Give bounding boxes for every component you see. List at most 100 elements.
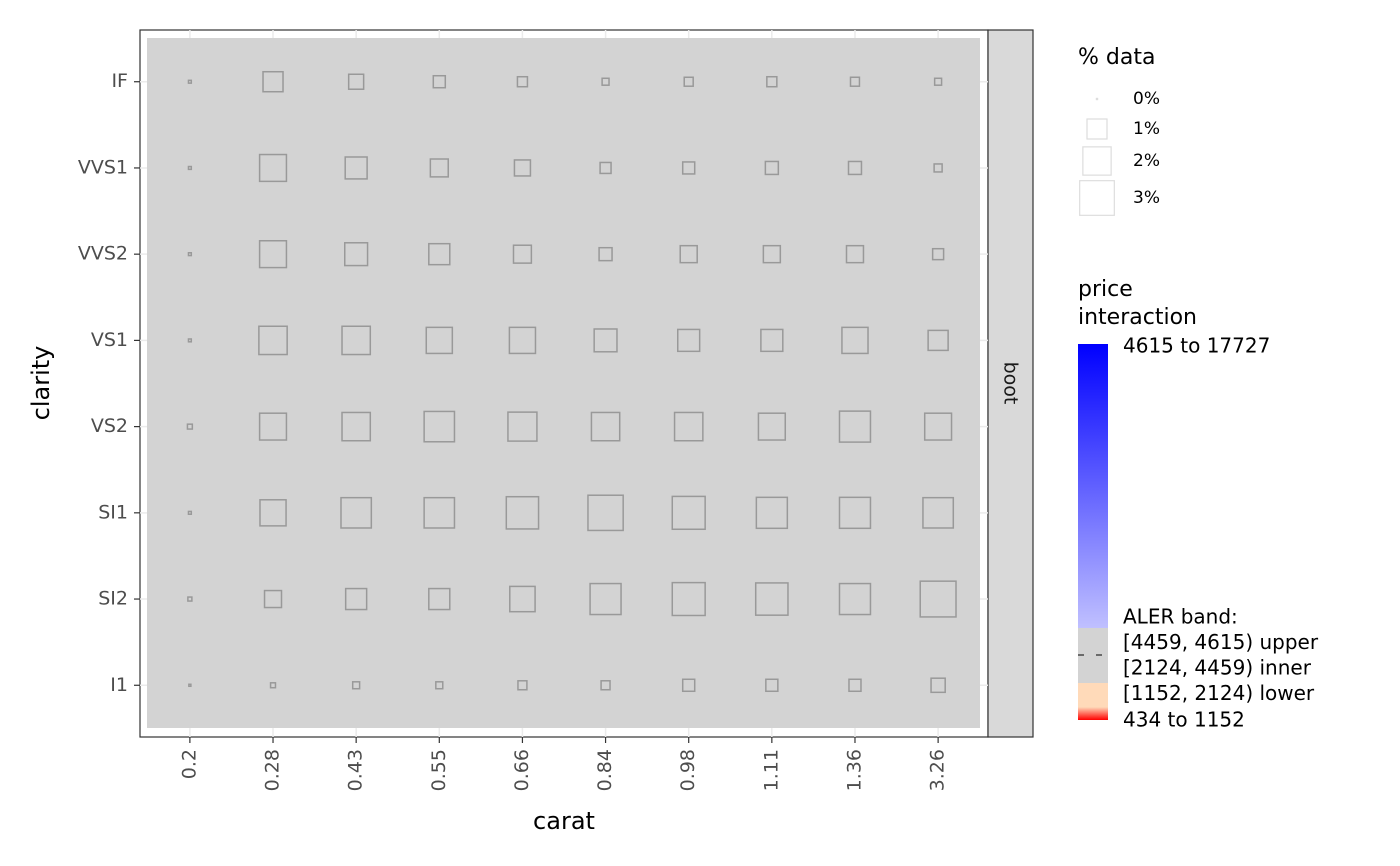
data-square <box>589 582 622 616</box>
data-square <box>841 326 869 355</box>
data-square <box>587 494 624 532</box>
data-square <box>760 328 784 353</box>
data-square <box>922 496 955 529</box>
data-square <box>766 75 778 88</box>
y-tick-label: VVS2 <box>78 243 128 265</box>
data-square <box>186 423 194 430</box>
x-tick-label: 3.26 <box>927 749 949 791</box>
y-axis-title: clarity <box>27 346 55 421</box>
x-tick-label: 0.66 <box>511 749 533 791</box>
x-tick-label: 0.55 <box>428 749 450 791</box>
y-tick-label: SI1 <box>98 501 128 523</box>
legend-key <box>1079 180 1115 216</box>
data-square <box>505 495 540 530</box>
legend-key <box>1095 97 1099 101</box>
colorbar-low <box>1078 707 1108 720</box>
legend-label: 3% <box>1133 188 1160 208</box>
legend-title: % data <box>1078 45 1155 70</box>
data-square <box>933 163 943 173</box>
x-tick-label: 0.28 <box>262 749 284 791</box>
y-tick-label: VVS1 <box>78 156 128 178</box>
legend-label: 434 to 1152 <box>1123 708 1245 732</box>
data-square <box>258 240 288 269</box>
data-square <box>428 587 451 611</box>
y-tick-label: SI2 <box>98 588 128 610</box>
data-square <box>930 677 946 694</box>
data-square <box>599 161 612 175</box>
x-tick-label: 0.98 <box>677 749 699 791</box>
data-square <box>927 329 949 352</box>
data-square <box>425 326 454 355</box>
legend-title: price <box>1078 277 1133 302</box>
data-square <box>765 678 779 693</box>
legend-label: [2124, 4459) inner <box>1123 656 1312 680</box>
data-square <box>258 412 288 441</box>
y-tick-label: VS1 <box>91 329 128 351</box>
data-square <box>187 79 193 84</box>
data-square <box>838 582 872 616</box>
x-tick-label: 1.11 <box>760 749 782 791</box>
legend-label: 2% <box>1133 151 1160 171</box>
data-square <box>187 596 193 602</box>
data-square <box>847 160 863 176</box>
data-square <box>344 587 368 611</box>
data-square <box>671 495 706 531</box>
data-square <box>757 412 787 441</box>
data-square <box>673 411 704 442</box>
legend-label: [1152, 2124) lower <box>1123 681 1315 705</box>
data-square <box>679 244 698 264</box>
data-square <box>187 165 193 171</box>
data-square <box>677 328 701 353</box>
strip <box>987 29 1034 738</box>
data-square <box>347 73 365 90</box>
data-square <box>263 589 283 609</box>
data-square <box>187 252 193 257</box>
data-square <box>351 681 361 690</box>
data-square <box>508 326 537 355</box>
data-square <box>590 411 621 442</box>
data-square <box>428 242 451 266</box>
legend-key <box>1086 118 1108 140</box>
data-square <box>933 77 943 86</box>
legend-title: interaction <box>1078 305 1197 330</box>
legend-label: ALER band: <box>1123 605 1238 629</box>
data-square <box>598 246 613 262</box>
data-square <box>919 580 957 618</box>
data-square <box>340 496 373 529</box>
data-square <box>681 678 696 693</box>
data-square <box>262 70 284 93</box>
y-tick-label: IF <box>111 70 128 92</box>
data-square <box>344 156 368 180</box>
data-square <box>845 244 865 264</box>
data-square <box>509 585 536 613</box>
data-square <box>600 680 611 691</box>
data-square <box>432 74 447 89</box>
data-square <box>838 410 872 443</box>
data-square <box>344 242 369 267</box>
legend-label: 4615 to 17727 <box>1123 334 1270 358</box>
colorbar-low-band <box>1078 683 1108 707</box>
data-square <box>423 410 456 443</box>
data-square <box>762 244 782 264</box>
data-square <box>516 75 529 88</box>
x-tick-label: 0.43 <box>345 749 367 791</box>
data-square <box>187 338 193 343</box>
data-square <box>259 499 287 527</box>
data-square <box>435 681 444 690</box>
data-square <box>849 76 861 87</box>
x-tick-label: 0.2 <box>178 749 200 779</box>
data-square <box>931 247 945 261</box>
legend-label: 0% <box>1133 89 1160 109</box>
data-square <box>923 412 953 441</box>
data-square <box>513 159 532 177</box>
legend-key <box>1082 146 1112 176</box>
y-tick-label: VS2 <box>91 415 128 437</box>
data-square <box>683 76 694 87</box>
data-square <box>764 160 780 176</box>
strip-label: boot <box>1000 362 1022 405</box>
x-tick-label: 0.84 <box>594 749 616 791</box>
data-square <box>593 328 618 353</box>
data-square <box>341 411 372 442</box>
